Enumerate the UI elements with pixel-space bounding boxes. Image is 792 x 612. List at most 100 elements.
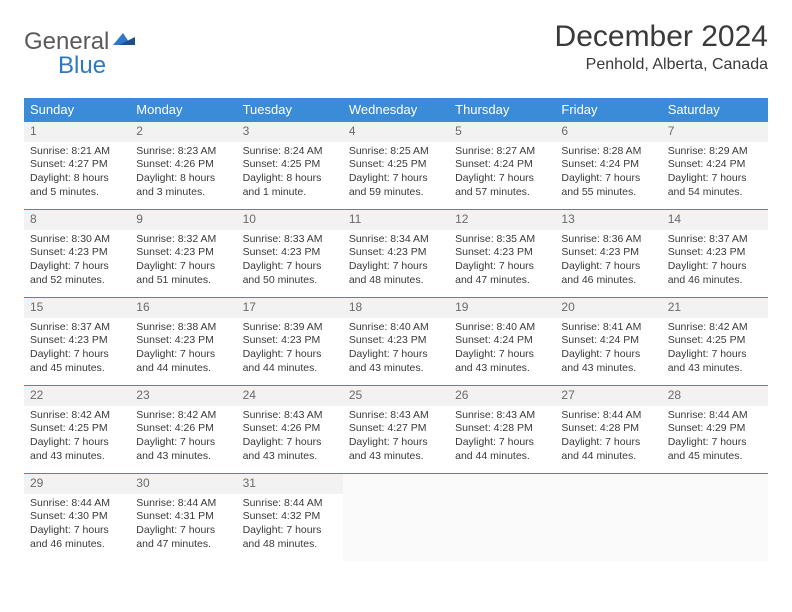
daylight-line: Daylight: 7 hours and 48 minutes. [243, 524, 337, 551]
day-number: 25 [343, 386, 449, 406]
sunrise-line: Sunrise: 8:33 AM [243, 233, 337, 247]
day-number: 6 [555, 122, 661, 142]
logo-flag-icon [113, 31, 135, 54]
sunrise-line: Sunrise: 8:21 AM [30, 145, 124, 159]
calendar-cell: 24 Sunrise: 8:43 AMSunset: 4:26 PMDayligh… [237, 386, 343, 474]
day-number: 21 [662, 298, 768, 318]
weekday-header: Wednesday [343, 98, 449, 122]
calendar-cell: 12Sunrise: 8:35 AMSunset: 4:23 PMDayligh… [449, 210, 555, 298]
day-number: 12 [449, 210, 555, 230]
calendar-cell [662, 474, 768, 562]
sunset-line: Sunset: 4:26 PM [243, 422, 337, 436]
calendar-cell: 26Sunrise: 8:43 AMSunset: 4:28 PMDayligh… [449, 386, 555, 474]
sunrise-line: Sunrise: 8:35 AM [455, 233, 549, 247]
sunrise-line: Sunrise: 8:27 AM [455, 145, 549, 159]
daylight-line: Daylight: 7 hours and 43 minutes. [349, 436, 443, 463]
sunrise-line: Sunrise: 8:28 AM [561, 145, 655, 159]
sunrise-line: Sunrise: 8:25 AM [349, 145, 443, 159]
sunrise-line: Sunrise: 8:44 AM [668, 409, 762, 423]
sunset-line: Sunset: 4:27 PM [30, 158, 124, 172]
day-number: 15 [24, 298, 130, 318]
sunrise-line: Sunrise: 8:42 AM [30, 409, 124, 423]
sunset-line: Sunset: 4:25 PM [349, 158, 443, 172]
day-number: 4 [343, 122, 449, 142]
weekday-header: Tuesday [237, 98, 343, 122]
calendar-cell: 7Sunrise: 8:29 AMSunset: 4:24 PMDaylight… [662, 122, 768, 210]
calendar-cell: 13Sunrise: 8:36 AMSunset: 4:23 PMDayligh… [555, 210, 661, 298]
daylight-line: Daylight: 7 hours and 44 minutes. [455, 436, 549, 463]
sunrise-line: Sunrise: 8:30 AM [30, 233, 124, 247]
calendar-cell: 3Sunrise: 8:24 AMSunset: 4:25 PMDaylight… [237, 122, 343, 210]
calendar-cell: 6Sunrise: 8:28 AMSunset: 4:24 PMDaylight… [555, 122, 661, 210]
sunset-line: Sunset: 4:31 PM [136, 510, 230, 524]
day-number: 23 [130, 386, 236, 406]
sunrise-line: Sunrise: 8:44 AM [561, 409, 655, 423]
weekday-header: Saturday [662, 98, 768, 122]
daylight-line: Daylight: 7 hours and 46 minutes. [30, 524, 124, 551]
daylight-line: Daylight: 7 hours and 51 minutes. [136, 260, 230, 287]
sunset-line: Sunset: 4:23 PM [243, 246, 337, 260]
sunset-line: Sunset: 4:28 PM [561, 422, 655, 436]
day-number: 24 [237, 386, 343, 406]
calendar-cell: 16Sunrise: 8:38 AMSunset: 4:23 PMDayligh… [130, 298, 236, 386]
daylight-line: Daylight: 7 hours and 55 minutes. [561, 172, 655, 199]
sunset-line: Sunset: 4:23 PM [30, 246, 124, 260]
sunset-line: Sunset: 4:24 PM [668, 158, 762, 172]
calendar-cell: 17Sunrise: 8:39 AMSunset: 4:23 PMDayligh… [237, 298, 343, 386]
calendar-cell [449, 474, 555, 562]
sunrise-line: Sunrise: 8:39 AM [243, 321, 337, 335]
calendar-row: 8Sunrise: 8:30 AMSunset: 4:23 PMDaylight… [24, 210, 768, 298]
sunset-line: Sunset: 4:24 PM [455, 158, 549, 172]
sunrise-line: Sunrise: 8:40 AM [349, 321, 443, 335]
daylight-line: Daylight: 7 hours and 45 minutes. [668, 436, 762, 463]
daylight-line: Daylight: 8 hours and 5 minutes. [30, 172, 124, 199]
sunrise-line: Sunrise: 8:43 AM [243, 409, 337, 423]
sunset-line: Sunset: 4:23 PM [349, 334, 443, 348]
calendar-cell: 20Sunrise: 8:41 AMSunset: 4:24 PMDayligh… [555, 298, 661, 386]
sunrise-line: Sunrise: 8:24 AM [243, 145, 337, 159]
day-number: 11 [343, 210, 449, 230]
day-number: 8 [24, 210, 130, 230]
sunset-line: Sunset: 4:25 PM [243, 158, 337, 172]
sunset-line: Sunset: 4:23 PM [136, 334, 230, 348]
weekday-header: Monday [130, 98, 236, 122]
sunrise-line: Sunrise: 8:32 AM [136, 233, 230, 247]
daylight-line: Daylight: 7 hours and 48 minutes. [349, 260, 443, 287]
daylight-line: Daylight: 7 hours and 46 minutes. [668, 260, 762, 287]
daylight-line: Daylight: 7 hours and 45 minutes. [30, 348, 124, 375]
sunset-line: Sunset: 4:24 PM [455, 334, 549, 348]
daylight-line: Daylight: 7 hours and 44 minutes. [243, 348, 337, 375]
daylight-line: Daylight: 7 hours and 52 minutes. [30, 260, 124, 287]
day-number: 31 [237, 474, 343, 494]
sunrise-line: Sunrise: 8:40 AM [455, 321, 549, 335]
calendar-cell [343, 474, 449, 562]
calendar-cell: 11Sunrise: 8:34 AMSunset: 4:23 PMDayligh… [343, 210, 449, 298]
sunrise-line: Sunrise: 8:44 AM [136, 497, 230, 511]
day-number: 27 [555, 386, 661, 406]
calendar-row: 22Sunrise: 8:42 AMSunset: 4:25 PMDayligh… [24, 386, 768, 474]
sunset-line: Sunset: 4:25 PM [668, 334, 762, 348]
sunrise-line: Sunrise: 8:44 AM [243, 497, 337, 511]
day-number: 18 [343, 298, 449, 318]
sunrise-line: Sunrise: 8:42 AM [668, 321, 762, 335]
calendar-cell: 14Sunrise: 8:37 AMSunset: 4:23 PMDayligh… [662, 210, 768, 298]
daylight-line: Daylight: 7 hours and 43 minutes. [136, 436, 230, 463]
daylight-line: Daylight: 7 hours and 43 minutes. [243, 436, 337, 463]
sunrise-line: Sunrise: 8:23 AM [136, 145, 230, 159]
sunrise-line: Sunrise: 8:29 AM [668, 145, 762, 159]
sunrise-line: Sunrise: 8:36 AM [561, 233, 655, 247]
day-number: 14 [662, 210, 768, 230]
daylight-line: Daylight: 7 hours and 43 minutes. [668, 348, 762, 375]
sunrise-line: Sunrise: 8:44 AM [30, 497, 124, 511]
calendar-cell: 22Sunrise: 8:42 AMSunset: 4:25 PMDayligh… [24, 386, 130, 474]
daylight-line: Daylight: 8 hours and 1 minute. [243, 172, 337, 199]
logo: General [24, 20, 137, 56]
daylight-line: Daylight: 7 hours and 44 minutes. [136, 348, 230, 375]
day-number: 29 [24, 474, 130, 494]
sunset-line: Sunset: 4:23 PM [30, 334, 124, 348]
daylight-line: Daylight: 7 hours and 47 minutes. [136, 524, 230, 551]
calendar-cell: 28Sunrise: 8:44 AMSunset: 4:29 PMDayligh… [662, 386, 768, 474]
calendar-table: Sunday Monday Tuesday Wednesday Thursday… [24, 98, 768, 561]
sunset-line: Sunset: 4:29 PM [668, 422, 762, 436]
calendar-cell: 25Sunrise: 8:43 AMSunset: 4:27 PMDayligh… [343, 386, 449, 474]
